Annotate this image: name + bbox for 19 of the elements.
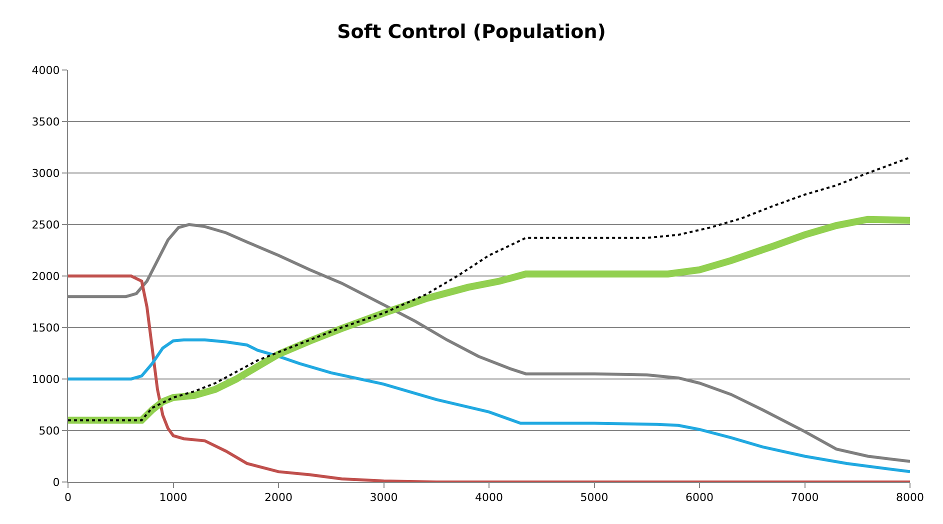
y-tick-label: 1500	[32, 321, 60, 334]
x-tick-label: 1000	[159, 491, 188, 504]
y-tick-label: 3500	[32, 115, 60, 128]
y-tick-label: 1000	[32, 372, 60, 386]
x-tick-label: 5000	[580, 491, 608, 504]
chart-title: Soft Control (Population)	[337, 21, 606, 44]
y-tick-label: 2500	[32, 218, 60, 232]
x-tick-label: 4000	[475, 491, 503, 504]
x-tick-label: 6000	[686, 491, 714, 504]
y-tick-label: 500	[38, 424, 60, 438]
y-tick-label: 4000	[32, 64, 60, 77]
y-tick-label: 0	[52, 476, 60, 489]
y-tick-label: 3000	[32, 166, 60, 180]
x-tick-label: 0	[64, 491, 72, 504]
x-tick-label: 2000	[264, 491, 292, 504]
y-tick-label: 2000	[32, 270, 60, 283]
x-tick-label: 7000	[790, 491, 819, 504]
x-tick-label: 8000	[896, 491, 924, 504]
x-tick-label: 3000	[370, 491, 398, 504]
